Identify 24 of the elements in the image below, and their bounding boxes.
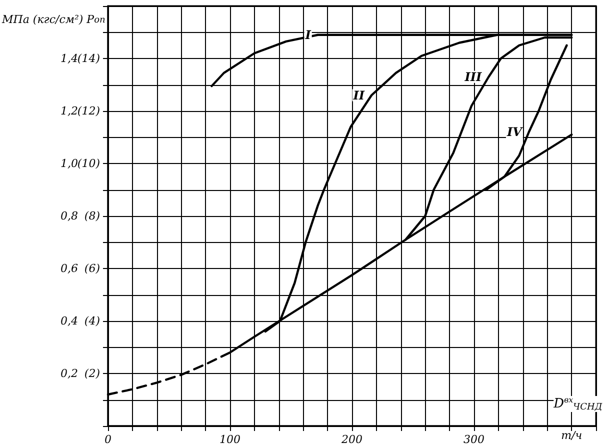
series-label: II xyxy=(352,88,365,102)
y-tick-label: 1,0 xyxy=(60,157,78,170)
y-axis-title: МПа (кгс/см²) Pоп xyxy=(1,13,106,26)
y2-tick-label: (2) xyxy=(84,367,100,380)
y2-tick-label: (14) xyxy=(77,52,100,65)
y-tick-label: 0,2 xyxy=(60,367,78,380)
x-tick-label: 300 xyxy=(464,433,484,446)
x-axis-title: т/ч xyxy=(561,429,582,442)
x-tick-label: 0 xyxy=(104,433,112,446)
y-tick-label: 1,2 xyxy=(60,104,78,118)
series-label: IV xyxy=(506,125,524,139)
series-label: III xyxy=(464,70,482,84)
series-label: I xyxy=(304,28,312,42)
x-tick-label: 200 xyxy=(340,433,362,446)
y-tick-label: 0,4 xyxy=(60,314,78,328)
x-tick-label: 100 xyxy=(220,433,240,446)
y-tick-label: 0,6 xyxy=(60,262,78,275)
y2-tick-label: (10) xyxy=(77,157,100,170)
y-tick-label: 0,8 xyxy=(60,210,78,222)
y2-tick-label: (12) xyxy=(77,104,100,118)
y2-tick-label: (6) xyxy=(84,262,100,275)
y-tick-label: 1,4 xyxy=(60,52,78,65)
y2-tick-label: (8) xyxy=(84,210,100,222)
y2-tick-label: (4) xyxy=(84,314,100,328)
